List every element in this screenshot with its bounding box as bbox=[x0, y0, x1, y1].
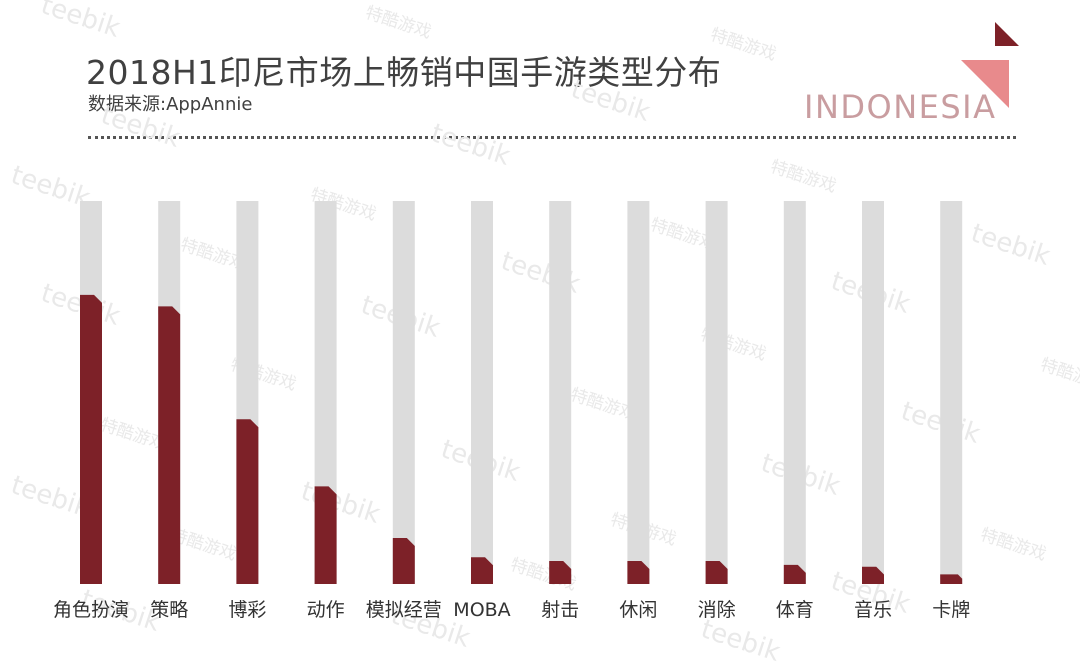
category-labels: 角色扮演 策略 博彩 动作 模拟经营 MOBA 射击 休闲 消除 体育 音乐 卡牌 bbox=[53, 599, 970, 621]
category-label: 射击 bbox=[541, 599, 579, 621]
bar bbox=[80, 294, 102, 584]
bar-tracks bbox=[80, 201, 963, 584]
bar-track bbox=[471, 201, 493, 584]
bar-track bbox=[862, 201, 884, 584]
category-label: 消除 bbox=[698, 599, 736, 621]
corner-triangle-light bbox=[961, 60, 1009, 108]
title-divider bbox=[88, 136, 1016, 139]
bar-track bbox=[627, 201, 650, 584]
corner-triangle-dark bbox=[995, 22, 1019, 46]
category-label: 策略 bbox=[150, 599, 188, 621]
corner-triangle-icon bbox=[961, 22, 1019, 108]
category-label: 模拟经营 bbox=[366, 599, 442, 621]
category-label: 卡牌 bbox=[932, 599, 970, 621]
category-label: 休闲 bbox=[619, 599, 657, 621]
bar-track bbox=[783, 201, 806, 584]
bar bbox=[158, 306, 181, 584]
bar bbox=[705, 561, 728, 584]
bar bbox=[236, 419, 259, 584]
bar bbox=[392, 538, 415, 584]
bars bbox=[80, 294, 963, 584]
bar bbox=[314, 486, 337, 584]
bar bbox=[627, 561, 650, 584]
chart-title: 2018H1印尼市场上畅销中国手游类型分布 bbox=[86, 53, 722, 92]
category-label: 动作 bbox=[307, 599, 345, 621]
brand-label: INDONESIA bbox=[804, 88, 997, 126]
bar-track bbox=[940, 201, 963, 584]
bar-track bbox=[705, 201, 728, 584]
bar bbox=[783, 564, 806, 584]
bar-track bbox=[392, 201, 415, 584]
bar bbox=[862, 566, 884, 584]
category-label: 角色扮演 bbox=[53, 599, 129, 621]
bar-track bbox=[549, 201, 572, 584]
category-label: 体育 bbox=[776, 599, 814, 621]
bar bbox=[940, 574, 963, 584]
bar bbox=[471, 557, 493, 584]
bar bbox=[549, 561, 572, 584]
chart-source: 数据来源:AppAnnie bbox=[88, 94, 253, 115]
category-label: 音乐 bbox=[854, 599, 892, 621]
category-label: 博彩 bbox=[228, 599, 266, 621]
category-label: MOBA bbox=[453, 599, 510, 621]
